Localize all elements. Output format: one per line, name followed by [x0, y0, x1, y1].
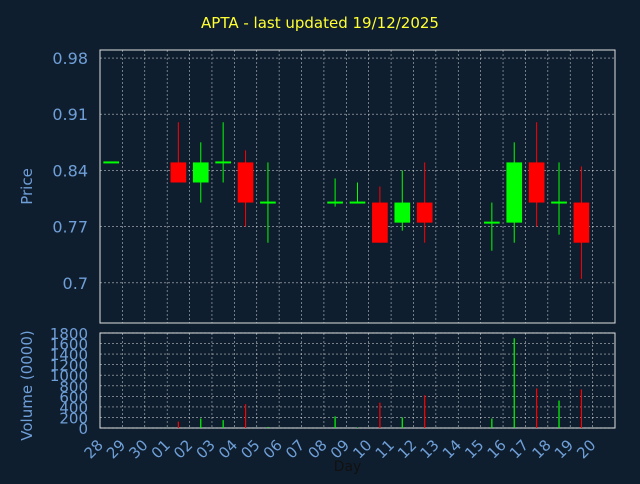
- candle-body: [103, 161, 120, 164]
- x-axis-label: Day: [334, 459, 362, 475]
- volume-tick-label: 1600: [50, 336, 88, 354]
- volume-tick-label: 1800: [50, 325, 88, 343]
- candle-body: [260, 201, 276, 204]
- candle-body: [170, 162, 187, 183]
- candle-body: [416, 202, 433, 223]
- volume-tick-label: 1000: [50, 367, 88, 385]
- candle-body: [327, 201, 343, 204]
- price-panel-frame: [99, 49, 616, 324]
- candle-body: [372, 202, 388, 243]
- price-tick-label: 0.84: [52, 161, 88, 180]
- chart-title: APTA - last updated 19/12/2025: [201, 14, 439, 32]
- candle-body: [484, 221, 500, 224]
- price-axis-label: Price: [18, 168, 36, 205]
- candle-body: [237, 162, 254, 203]
- volume-tick-label: 600: [59, 388, 88, 406]
- price-tick-label: 0.77: [52, 218, 88, 237]
- volume-panel-frame: [99, 332, 616, 429]
- candle-body: [528, 162, 545, 203]
- volume-tick-label: 1400: [50, 346, 88, 364]
- volume-tick-label: 800: [59, 378, 88, 396]
- volume-tick-label: 200: [59, 409, 88, 427]
- price-tick-label: 0.98: [52, 49, 88, 68]
- price-tick-label: 0.91: [52, 105, 88, 124]
- volume-tick-label: 0: [78, 420, 88, 438]
- volume-axis-label: Volume (0000): [18, 330, 36, 440]
- candle-body: [349, 201, 366, 204]
- x-tick-label: 20: [573, 436, 599, 462]
- candle-body: [551, 201, 567, 204]
- candle-body: [573, 202, 590, 243]
- candle-body: [394, 202, 411, 223]
- candle-body: [506, 162, 523, 223]
- price-tick-label: 0.7: [63, 274, 88, 293]
- volume-tick-label: 400: [59, 399, 88, 417]
- volume-tick-label: 1200: [50, 357, 88, 375]
- candle-body: [215, 161, 231, 164]
- candle-body: [192, 162, 209, 183]
